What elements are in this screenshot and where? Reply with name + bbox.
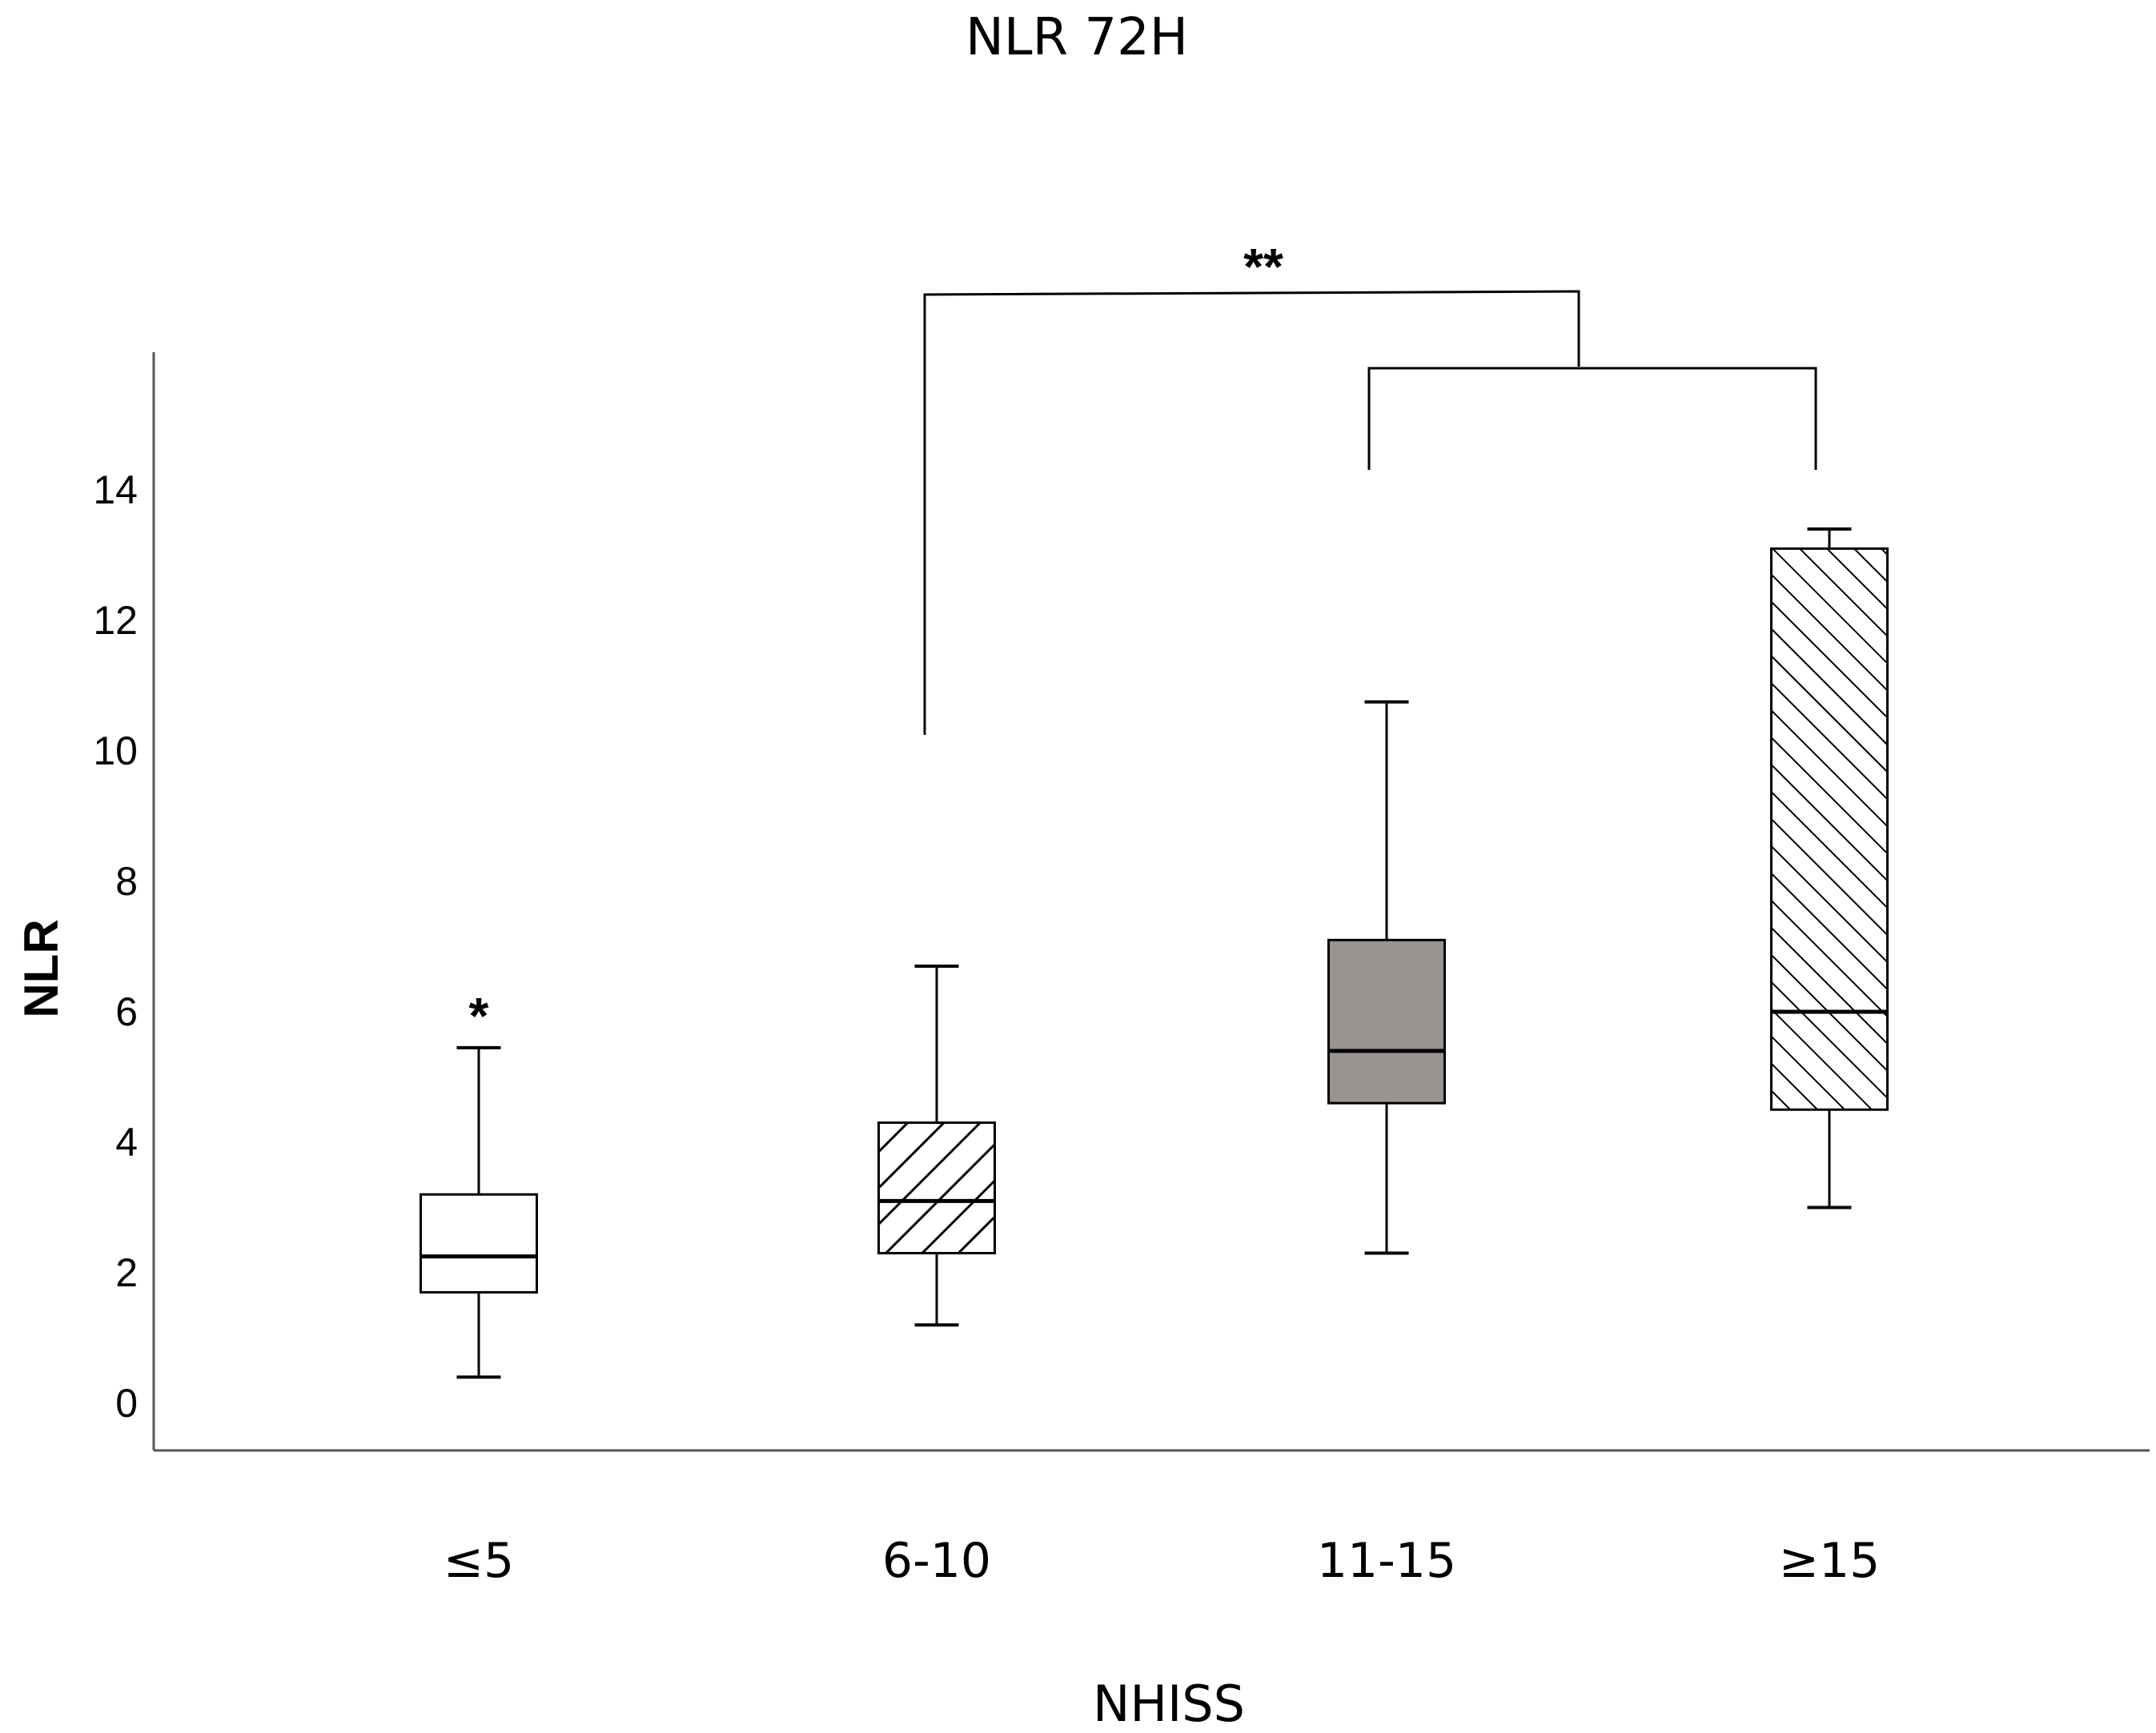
x-axis-label: NHISS <box>1093 1675 1245 1733</box>
y-tick-label: 0 <box>115 1381 138 1426</box>
y-tick-label: 8 <box>115 859 138 904</box>
y-tick-label: 12 <box>93 598 138 643</box>
box-outline <box>420 1193 538 1294</box>
significance-bracket: ** <box>923 238 1817 735</box>
x-tick-label: ≥15 <box>1779 1533 1881 1589</box>
significance-label: ** <box>1243 238 1283 295</box>
box-outline <box>877 1121 996 1255</box>
y-tick-label: 14 <box>93 467 138 512</box>
y-axis-label: NLR <box>14 919 68 1017</box>
outlier-marker: * <box>469 987 489 1045</box>
box-outline <box>1327 938 1446 1105</box>
x-tick-label: ≤5 <box>444 1533 514 1589</box>
y-tick-labels: 0 2 4 6 8 10 12 14 <box>93 467 138 1426</box>
y-tick-label: 2 <box>115 1250 138 1295</box>
box-hatch <box>878 1122 995 1254</box>
box-outline <box>1770 547 1889 1111</box>
y-tick-label: 6 <box>115 989 138 1034</box>
box-4 <box>1770 527 1889 1209</box>
box-1: * <box>420 987 538 1379</box>
x-tick-labels: ≤5 6-10 11-15 ≥15 <box>444 1533 1881 1589</box>
bracket-inner-line <box>1367 367 1817 470</box>
box-fill <box>420 1194 537 1293</box>
box-hatch <box>1771 548 1888 1110</box>
y-tick-label: 4 <box>115 1120 138 1165</box>
box-3 <box>1327 700 1446 1255</box>
box-2 <box>877 964 996 1327</box>
chart-title: NLR 72H <box>966 8 1188 67</box>
x-tick-label: 11-15 <box>1317 1533 1456 1589</box>
x-tick-label: 6-10 <box>882 1533 991 1589</box>
bracket-outer-line <box>923 290 1580 735</box>
box-plot-series: * <box>420 527 1889 1379</box>
y-tick-label: 10 <box>93 728 138 773</box>
box-fill <box>1328 940 1445 1104</box>
